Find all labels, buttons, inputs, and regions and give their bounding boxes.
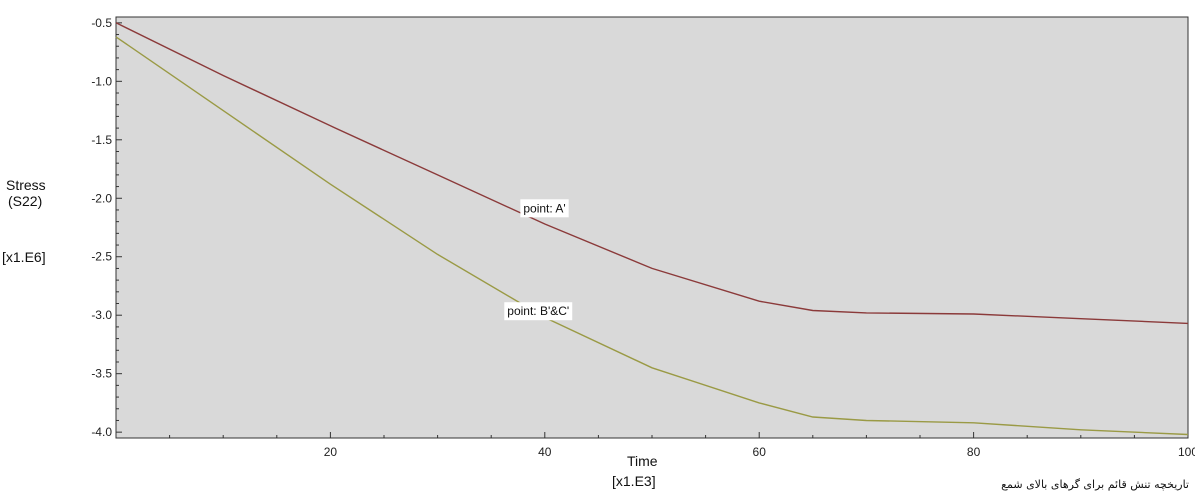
y-tick-label: -2.0 — [91, 191, 112, 205]
series-label-2: point: B'&C' — [504, 302, 573, 321]
y-axis-title-line1: Stress — [6, 177, 46, 193]
chart-caption: تاریخچه تنش قائم برای گرهای بالای شمع — [1001, 478, 1189, 491]
x-tick-label: 40 — [538, 445, 552, 459]
x-axis-title-line1: Time — [627, 453, 658, 469]
y-tick-label: -1.0 — [91, 74, 112, 88]
series-label-box — [520, 199, 569, 218]
series-group — [115, 22, 1189, 436]
x-tick-label: 20 — [324, 445, 338, 459]
series-line-1 — [115, 22, 1189, 325]
series-line-2 — [115, 36, 1189, 436]
axes: 20 40 60 80 100 -0.5 -1.0 -1.5 -2.0 -2.5 -3.0 -3.5 -… — [91, 16, 1195, 459]
series-label-text: point: B'&C' — [507, 304, 569, 318]
series-label-1: point: A' — [520, 199, 569, 218]
y-tick-label: -1.5 — [91, 133, 112, 147]
x-tick-label: 80 — [967, 445, 981, 459]
y-tick-label: -0.5 — [91, 16, 112, 30]
y-tick-label: -3.5 — [91, 367, 112, 381]
x-tick-label: 60 — [753, 445, 767, 459]
plot-area — [115, 16, 1189, 439]
y-tick-label: -2.5 — [91, 250, 112, 264]
y-tick-label: -3.0 — [91, 308, 112, 322]
series-label-box — [504, 302, 573, 321]
x-axis-title-line2: [x1.E3] — [612, 473, 656, 489]
y-axis-title-line3: [x1.E6] — [2, 249, 46, 265]
y-axis-title-line2: (S22) — [8, 193, 42, 209]
series-label-text: point: A' — [523, 201, 565, 215]
x-tick-label: 100 — [1178, 445, 1195, 459]
series-labels: point: A' point: B'&C' — [504, 199, 573, 321]
y-tick-label: -4.0 — [91, 425, 112, 439]
